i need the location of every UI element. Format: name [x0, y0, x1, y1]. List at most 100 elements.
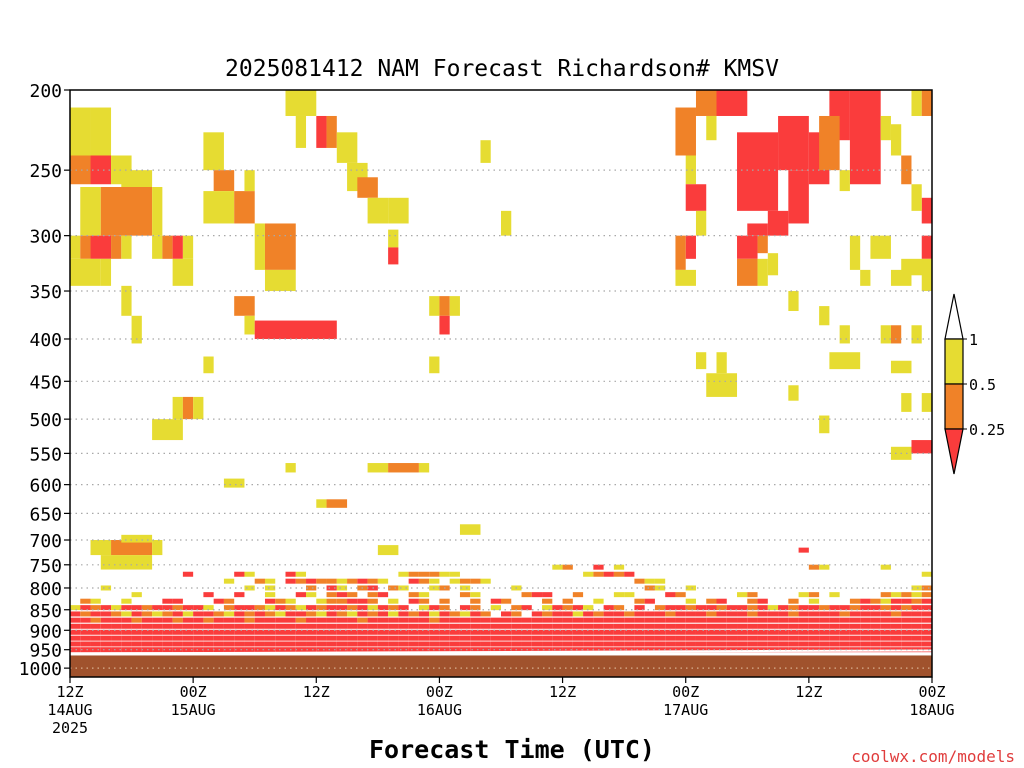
ri-cell	[480, 629, 491, 635]
ri-cell	[121, 605, 132, 611]
ri-cell	[921, 598, 932, 604]
ri-cell	[193, 641, 204, 647]
colorbar-legend: 1 0.5 0.25	[944, 293, 1005, 475]
ri-cell	[911, 623, 922, 629]
ri-cell	[849, 623, 861, 629]
ri-cell	[808, 611, 820, 617]
ri-cell	[829, 635, 840, 641]
ri-cell	[398, 641, 409, 647]
ri-cell	[819, 605, 830, 611]
ri-cell	[152, 641, 163, 647]
ri-cell	[706, 605, 717, 611]
ri-cell	[829, 629, 840, 635]
ri-cell	[203, 592, 214, 598]
ri-cell	[418, 617, 430, 623]
ri-cell	[275, 598, 286, 604]
ri-cell	[778, 617, 789, 623]
ri-cell	[480, 641, 491, 647]
ri-cell	[849, 629, 861, 635]
ri-cell	[357, 635, 368, 641]
ri-cell	[921, 269, 932, 292]
ri-cell	[880, 623, 891, 629]
ri-cell	[121, 611, 132, 617]
ri-cell	[326, 623, 337, 629]
ri-cell	[121, 623, 132, 629]
ri-cell	[306, 592, 317, 598]
ri-cell	[172, 617, 183, 623]
ri-cell	[254, 635, 265, 641]
ri-cell	[921, 611, 932, 617]
y-tick-label: 800	[29, 579, 62, 600]
ri-cell	[295, 641, 307, 647]
ri-cell	[264, 647, 276, 653]
ri-cell	[921, 571, 932, 577]
ri-cell	[316, 115, 327, 148]
ri-cell	[921, 585, 932, 591]
y-axis-ticks: 200 250 300 350 400 450 500 550 600 650 700 7508008…	[19, 81, 70, 680]
ri-cell	[829, 605, 840, 611]
y-tick-label: 500	[29, 410, 62, 431]
ri-cell	[347, 598, 358, 604]
ri-cell	[100, 258, 112, 286]
ri-cell	[542, 629, 553, 635]
ri-cell	[388, 635, 399, 641]
ri-cell	[665, 605, 676, 611]
y-tick-label: 200	[29, 81, 62, 102]
ri-cell	[285, 578, 296, 584]
ri-cell	[757, 623, 768, 629]
ri-cell	[213, 623, 224, 629]
ri-cell	[890, 635, 902, 641]
ri-cell	[695, 605, 707, 611]
ri-cell	[849, 605, 861, 611]
ri-cell	[583, 635, 594, 641]
ri-cell	[921, 623, 932, 629]
ri-cell	[295, 635, 307, 641]
ri-cell	[90, 641, 101, 647]
ri-cell	[429, 617, 440, 623]
ri-cell	[326, 641, 337, 647]
ri-cell	[418, 629, 430, 635]
ri-cell	[490, 598, 501, 604]
ri-cell	[264, 223, 296, 270]
ri-cell	[716, 641, 727, 647]
ri-cell	[901, 611, 912, 617]
x-tick-label: 2025	[52, 719, 88, 737]
ri-cell	[90, 629, 101, 635]
ri-cell	[716, 90, 748, 116]
ri-cell	[644, 629, 655, 635]
ri-cell	[111, 617, 122, 623]
ri-cell	[634, 605, 645, 611]
ri-cell	[511, 635, 522, 641]
ri-cell	[121, 635, 132, 641]
ri-cell	[839, 617, 850, 623]
ri-cell	[203, 132, 224, 171]
ri-cell	[398, 571, 409, 577]
ri-cell	[726, 617, 738, 623]
ri-cell	[367, 578, 378, 584]
ri-cell	[808, 629, 820, 635]
ri-cell	[767, 647, 779, 653]
ri-cell	[90, 107, 112, 156]
ri-cell	[234, 635, 245, 641]
ri-cell	[613, 605, 625, 611]
ri-cell	[306, 611, 317, 617]
ri-cell	[131, 315, 142, 344]
ri-cell	[798, 641, 809, 647]
ri-cell	[100, 635, 112, 641]
ri-cell	[111, 235, 122, 259]
ri-cell	[70, 611, 81, 617]
ri-cell	[747, 592, 758, 598]
ri-cell	[737, 629, 748, 635]
ri-cell	[901, 629, 912, 635]
legend-label: 1	[969, 331, 978, 349]
ri-cell	[213, 598, 224, 604]
ri-cell	[70, 647, 81, 653]
ri-cell	[470, 623, 481, 629]
ri-cell	[223, 578, 235, 584]
ri-cell	[100, 617, 112, 623]
ri-cell	[306, 647, 317, 653]
ri-cell	[172, 235, 183, 259]
ri-cell	[357, 605, 368, 611]
ri-cell	[295, 623, 307, 629]
ri-cell	[70, 605, 81, 611]
